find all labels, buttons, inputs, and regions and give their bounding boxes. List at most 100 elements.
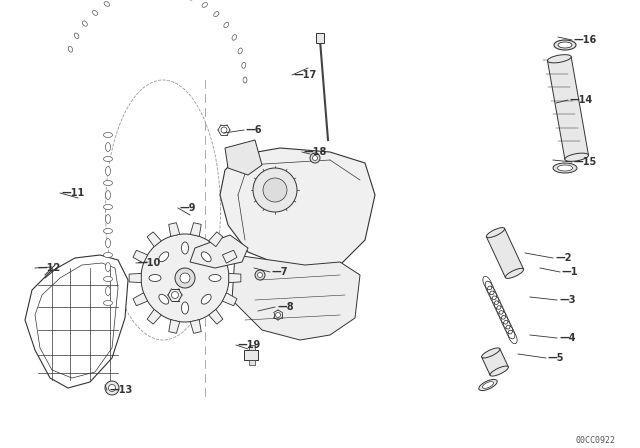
Text: —8: —8 — [277, 302, 294, 312]
Ellipse shape — [554, 40, 576, 50]
Bar — [249, 345, 255, 350]
Ellipse shape — [104, 181, 113, 185]
Ellipse shape — [202, 3, 207, 7]
Polygon shape — [225, 140, 262, 175]
Ellipse shape — [106, 238, 111, 247]
Text: —4: —4 — [559, 333, 575, 343]
Ellipse shape — [104, 253, 113, 258]
Ellipse shape — [202, 294, 211, 304]
Polygon shape — [482, 349, 508, 375]
Polygon shape — [223, 293, 237, 306]
Ellipse shape — [565, 153, 589, 161]
Text: —10: —10 — [138, 258, 161, 268]
Bar — [249, 360, 255, 365]
Polygon shape — [232, 255, 360, 340]
Ellipse shape — [482, 348, 500, 358]
Bar — [316, 33, 324, 43]
Polygon shape — [209, 232, 223, 247]
Circle shape — [312, 155, 317, 160]
Text: —11: —11 — [62, 188, 85, 198]
Circle shape — [255, 270, 265, 280]
Ellipse shape — [182, 302, 189, 314]
Circle shape — [175, 268, 195, 288]
Text: —17: —17 — [294, 70, 317, 80]
Ellipse shape — [104, 301, 113, 306]
Ellipse shape — [104, 156, 113, 161]
Ellipse shape — [83, 21, 87, 26]
Circle shape — [257, 272, 262, 277]
Text: —5: —5 — [548, 353, 564, 363]
Ellipse shape — [557, 165, 573, 171]
Ellipse shape — [106, 190, 111, 199]
Ellipse shape — [106, 142, 111, 151]
Circle shape — [180, 273, 190, 283]
Ellipse shape — [242, 62, 246, 68]
Ellipse shape — [182, 242, 189, 254]
Text: —3: —3 — [559, 295, 575, 305]
Ellipse shape — [243, 77, 247, 83]
Polygon shape — [223, 250, 237, 263]
Text: —12: —12 — [37, 263, 60, 273]
Polygon shape — [190, 235, 248, 268]
Ellipse shape — [558, 42, 572, 48]
Polygon shape — [147, 310, 161, 324]
Ellipse shape — [479, 379, 497, 391]
Text: —6: —6 — [246, 125, 262, 135]
Ellipse shape — [209, 275, 221, 281]
Circle shape — [253, 168, 297, 212]
Polygon shape — [133, 250, 148, 263]
Ellipse shape — [104, 228, 113, 233]
Ellipse shape — [486, 228, 505, 237]
Bar — [244, 350, 258, 360]
Ellipse shape — [92, 10, 98, 15]
Ellipse shape — [104, 2, 109, 6]
Ellipse shape — [202, 252, 211, 262]
Text: —1: —1 — [562, 267, 579, 277]
Text: —7: —7 — [272, 267, 289, 277]
Polygon shape — [547, 57, 589, 159]
Polygon shape — [486, 228, 524, 278]
Ellipse shape — [106, 287, 111, 296]
Ellipse shape — [547, 55, 571, 63]
Ellipse shape — [159, 294, 169, 304]
Circle shape — [275, 313, 280, 318]
Text: —13: —13 — [109, 385, 132, 395]
Circle shape — [172, 292, 179, 298]
Text: —18: —18 — [304, 147, 328, 157]
Circle shape — [109, 384, 115, 392]
Text: —15: —15 — [574, 157, 597, 167]
Polygon shape — [228, 273, 241, 283]
Polygon shape — [147, 232, 161, 247]
Ellipse shape — [104, 276, 113, 281]
Circle shape — [105, 381, 119, 395]
Ellipse shape — [553, 163, 577, 173]
Ellipse shape — [224, 22, 228, 28]
Ellipse shape — [74, 33, 79, 39]
Ellipse shape — [214, 12, 219, 17]
Ellipse shape — [106, 263, 111, 271]
Ellipse shape — [483, 382, 493, 388]
Circle shape — [221, 127, 227, 133]
Polygon shape — [129, 273, 141, 283]
Polygon shape — [25, 255, 128, 388]
Ellipse shape — [106, 215, 111, 224]
Ellipse shape — [506, 268, 524, 278]
Text: —19: —19 — [238, 340, 261, 350]
Ellipse shape — [232, 34, 237, 40]
Text: —2: —2 — [555, 253, 572, 263]
Polygon shape — [190, 223, 201, 237]
Polygon shape — [133, 293, 148, 306]
Circle shape — [141, 234, 229, 322]
Circle shape — [310, 153, 320, 163]
Ellipse shape — [238, 48, 243, 54]
Polygon shape — [220, 148, 375, 275]
Text: —16: —16 — [574, 35, 597, 45]
Ellipse shape — [68, 46, 72, 52]
Ellipse shape — [149, 275, 161, 281]
Polygon shape — [169, 319, 180, 333]
Circle shape — [263, 178, 287, 202]
Text: —9: —9 — [180, 203, 196, 213]
Ellipse shape — [104, 133, 113, 138]
Ellipse shape — [104, 204, 113, 210]
Text: 00CC0922: 00CC0922 — [575, 435, 615, 444]
